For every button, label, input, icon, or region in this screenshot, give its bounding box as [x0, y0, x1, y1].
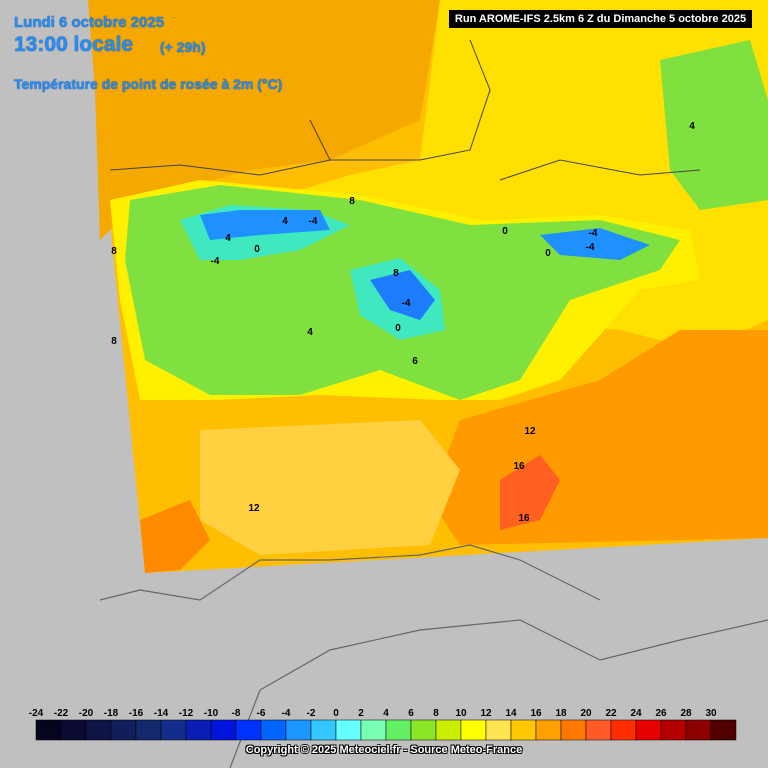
legend-label: -4 [282, 708, 291, 719]
legend-label: 6 [408, 708, 414, 719]
legend-label: 20 [580, 708, 592, 719]
contour-label: -4 [586, 242, 595, 253]
legend-label: 22 [605, 708, 617, 719]
copyright: Copyright © 2025 Meteociel.fr - Source M… [245, 744, 523, 756]
legend-label: -14 [154, 708, 169, 719]
blue-area [200, 210, 330, 240]
contour-label: 0 [254, 244, 260, 255]
legend-label: 0 [333, 708, 339, 719]
legend-label: 12 [480, 708, 492, 719]
contour-label: 4 [689, 121, 695, 132]
contour-label: 0 [395, 323, 401, 334]
legend-label: 4 [383, 708, 389, 719]
contour-label: -4 [211, 256, 220, 267]
legend-swatch [710, 719, 737, 741]
legend-swatch [585, 719, 612, 741]
contour-label: 4 [282, 216, 288, 227]
contour-label: 16 [518, 513, 530, 524]
contour-label: 12 [524, 426, 536, 437]
contour-label: 4 [307, 327, 313, 338]
legend-label: -12 [179, 708, 194, 719]
contour-labels: 8 -4 -4 0 8 -4 0 4 0 -4 -4 0 4 8 8 4 6 12 16 16 12 4 [111, 121, 695, 524]
green-area [660, 40, 768, 210]
date: Lundi 6 octobre 2025 [14, 14, 165, 31]
legend-swatch [285, 719, 312, 741]
contour-label: 0 [502, 226, 508, 237]
light-orange-area [200, 420, 460, 555]
border-line [109, 39, 701, 181]
legend-swatch [560, 719, 587, 741]
legend-label: -18 [104, 708, 119, 719]
contour-label: 8 [349, 196, 355, 207]
legend-swatch [385, 719, 412, 741]
legend-swatch [235, 719, 262, 741]
legend-swatch [660, 719, 687, 741]
legend-swatch [410, 719, 437, 741]
sea-area [88, 0, 440, 240]
contour-label: 0 [545, 248, 551, 259]
legend-label: -6 [257, 708, 266, 719]
lead-time: (+ 29h) [160, 39, 206, 55]
legend-swatch [185, 719, 212, 741]
legend-swatch [260, 719, 287, 741]
orange-area [140, 500, 210, 573]
legend-swatch [335, 719, 362, 741]
contour-label: 4 [225, 233, 231, 244]
legend-label: 2 [358, 708, 364, 719]
legend-swatch [210, 719, 237, 741]
legend-swatch [60, 719, 87, 741]
legend-label: 14 [505, 708, 517, 719]
coastline [99, 544, 768, 768]
legend-swatch [110, 719, 137, 741]
legend-label: -16 [129, 708, 144, 719]
legend-swatch [310, 719, 337, 741]
legend-label: 16 [530, 708, 542, 719]
legend-label: 30 [705, 708, 717, 719]
legend-label: -10 [204, 708, 219, 719]
legend-swatch [485, 719, 512, 741]
legend-label: 18 [555, 708, 567, 719]
legend-swatch [160, 719, 187, 741]
legend-swatch [435, 719, 462, 741]
blue-area [540, 228, 650, 260]
legend-swatch [460, 719, 487, 741]
red-area [500, 455, 560, 530]
legend-swatch [685, 719, 712, 741]
contour-label: 16 [513, 461, 525, 472]
legend: -24 -22 -20 -18 -16 -14 -12 -10 -8 -6 -4 -2 0 2 4 6 8 10 1… [29, 708, 737, 741]
legend-swatch [535, 719, 562, 741]
legend-label: -22 [54, 708, 69, 719]
legend-swatch [360, 719, 387, 741]
parameter: Température de point de rosée à 2m (°C) [14, 76, 283, 92]
legend-swatch [635, 719, 662, 741]
legend-label: -2 [307, 708, 316, 719]
contour-label: 6 [412, 356, 418, 367]
legend-label: 24 [630, 708, 642, 719]
legend-swatch [610, 719, 637, 741]
run-info: Run AROME-IFS 2.5km 6 Z du Dimanche 5 oc… [449, 10, 752, 28]
time: 13:00 locale [14, 33, 134, 56]
legend-swatch [85, 719, 112, 741]
contour-label: -4 [309, 216, 318, 227]
legend-swatch [135, 719, 162, 741]
contour-label: 8 [111, 336, 117, 347]
legend-swatch [510, 719, 537, 741]
contour-label: 12 [248, 503, 260, 514]
legend-label: -8 [232, 708, 241, 719]
contour-label: -4 [589, 228, 598, 239]
legend-label: -24 [29, 708, 44, 719]
legend-swatch [35, 719, 62, 741]
legend-label: 8 [433, 708, 439, 719]
contour-label: 8 [393, 268, 399, 279]
legend-label: -20 [79, 708, 94, 719]
legend-label: 26 [655, 708, 667, 719]
legend-label: 10 [455, 708, 467, 719]
blue-area [370, 270, 435, 320]
contour-label: -4 [402, 298, 411, 309]
contour-label: 8 [111, 246, 117, 257]
legend-label: 28 [680, 708, 692, 719]
